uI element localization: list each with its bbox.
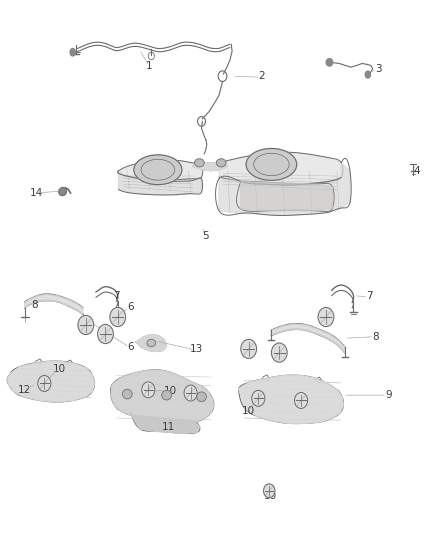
Text: 11: 11 xyxy=(162,422,175,432)
Ellipse shape xyxy=(197,392,206,401)
Circle shape xyxy=(98,325,113,344)
Circle shape xyxy=(318,308,334,327)
Circle shape xyxy=(294,392,307,408)
Text: 4: 4 xyxy=(413,166,420,176)
Circle shape xyxy=(184,385,197,401)
Polygon shape xyxy=(239,375,343,423)
Text: 6: 6 xyxy=(106,332,112,342)
Ellipse shape xyxy=(194,159,204,167)
Text: 10: 10 xyxy=(242,406,255,416)
Text: 12: 12 xyxy=(18,385,32,395)
Text: 2: 2 xyxy=(258,71,265,81)
Polygon shape xyxy=(132,415,199,433)
Polygon shape xyxy=(25,294,83,314)
Polygon shape xyxy=(119,171,201,195)
Ellipse shape xyxy=(147,340,155,347)
Circle shape xyxy=(272,343,287,362)
Ellipse shape xyxy=(365,71,371,78)
Text: 10: 10 xyxy=(264,491,277,501)
Ellipse shape xyxy=(246,149,297,180)
Ellipse shape xyxy=(70,49,75,56)
Text: 14: 14 xyxy=(30,188,43,198)
Polygon shape xyxy=(119,160,201,180)
Polygon shape xyxy=(7,361,95,402)
Ellipse shape xyxy=(216,159,226,167)
Text: 5: 5 xyxy=(202,231,208,241)
Text: 6: 6 xyxy=(324,316,331,326)
Polygon shape xyxy=(219,152,341,185)
Polygon shape xyxy=(241,181,332,211)
Text: 7: 7 xyxy=(113,290,120,301)
Ellipse shape xyxy=(134,155,182,184)
Text: 1: 1 xyxy=(146,61,152,71)
Circle shape xyxy=(241,340,257,359)
Circle shape xyxy=(142,382,155,398)
Circle shape xyxy=(38,375,51,391)
Ellipse shape xyxy=(162,390,171,400)
Circle shape xyxy=(78,316,94,335)
Circle shape xyxy=(252,390,265,406)
Text: 3: 3 xyxy=(375,64,381,74)
Polygon shape xyxy=(111,370,214,423)
Text: 10: 10 xyxy=(163,386,177,397)
Text: 6: 6 xyxy=(127,342,134,352)
Text: 13: 13 xyxy=(190,344,203,354)
Polygon shape xyxy=(193,163,228,171)
Text: 7: 7 xyxy=(366,290,373,301)
Ellipse shape xyxy=(123,389,132,399)
Ellipse shape xyxy=(326,59,333,66)
Polygon shape xyxy=(219,163,350,215)
Circle shape xyxy=(264,484,275,498)
Circle shape xyxy=(110,308,126,327)
Text: 6: 6 xyxy=(241,345,247,356)
Polygon shape xyxy=(272,324,345,353)
Text: 10: 10 xyxy=(53,364,66,374)
Polygon shape xyxy=(136,335,166,352)
Text: 8: 8 xyxy=(32,300,38,310)
Ellipse shape xyxy=(59,188,67,196)
Text: 9: 9 xyxy=(385,390,392,400)
Text: 8: 8 xyxy=(372,332,378,342)
Text: 6: 6 xyxy=(127,302,134,312)
